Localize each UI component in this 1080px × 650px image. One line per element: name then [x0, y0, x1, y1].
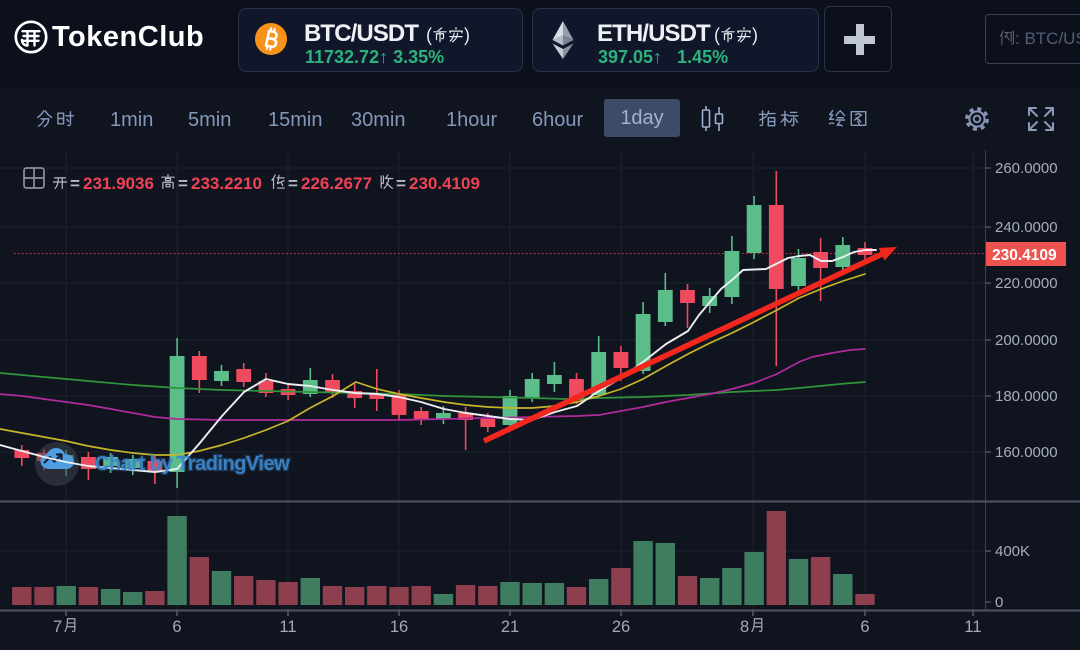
svg-text:7: 7 — [53, 618, 62, 636]
svg-text:160.0000: 160.0000 — [995, 444, 1058, 461]
svg-text:=: = — [396, 174, 406, 193]
svg-text:16: 16 — [390, 618, 408, 636]
svg-text:230.4109: 230.4109 — [409, 174, 480, 193]
svg-text:260.0000: 260.0000 — [995, 160, 1058, 177]
svg-text:400K: 400K — [995, 543, 1030, 560]
svg-text:=: = — [70, 174, 80, 193]
svg-text:8: 8 — [740, 618, 749, 636]
svg-text:11: 11 — [964, 618, 981, 636]
svg-text:6: 6 — [860, 618, 869, 636]
svg-text:6: 6 — [172, 618, 181, 636]
svg-text:231.9036: 231.9036 — [83, 174, 154, 193]
svg-text:=: = — [178, 174, 188, 193]
svg-text:233.2210: 233.2210 — [191, 174, 262, 193]
svg-text:226.2677: 226.2677 — [301, 174, 372, 193]
svg-text:240.0000: 240.0000 — [995, 219, 1058, 236]
svg-text:11: 11 — [279, 618, 296, 636]
svg-text:21: 21 — [501, 618, 519, 636]
svg-text:180.0000: 180.0000 — [995, 388, 1058, 405]
svg-text:=: = — [288, 174, 298, 193]
svg-text:220.0000: 220.0000 — [995, 275, 1058, 292]
svg-text:200.0000: 200.0000 — [995, 332, 1058, 349]
svg-text:26: 26 — [612, 618, 630, 636]
svg-text:230.4109: 230.4109 — [992, 247, 1057, 264]
svg-text:Chart by TradingView: Chart by TradingView — [95, 453, 290, 475]
svg-text:0: 0 — [995, 594, 1003, 611]
